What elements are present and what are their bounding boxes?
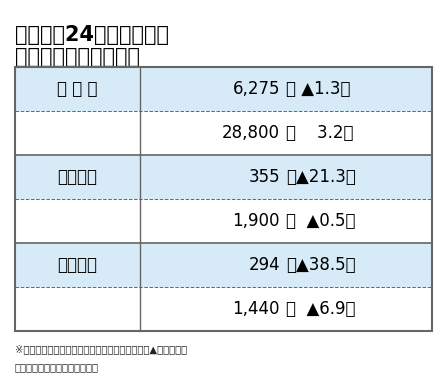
Text: （▲38.5）: （▲38.5） <box>286 256 356 274</box>
Text: 連結決算と通期見通し: 連結決算と通期見通し <box>15 47 139 67</box>
Bar <box>15 68 432 111</box>
Bar <box>15 155 432 200</box>
Text: （  ▲0.5）: （ ▲0.5） <box>286 212 356 230</box>
Text: 売 上 高: 売 上 高 <box>57 80 97 98</box>
Text: 294: 294 <box>249 256 280 274</box>
Text: 1,440: 1,440 <box>233 300 280 318</box>
Text: 三菱自の24年４～６月期: 三菱自の24年４～６月期 <box>15 25 169 45</box>
Text: 上段：実績、下段：通期予想: 上段：実績、下段：通期予想 <box>15 363 99 372</box>
Text: （    3.2）: （ 3.2） <box>286 124 353 142</box>
Text: 営業利益: 営業利益 <box>57 168 97 186</box>
Text: （▲21.3）: （▲21.3） <box>286 168 356 186</box>
Text: （  ▲6.9）: （ ▲6.9） <box>286 300 356 318</box>
Text: （ ▲1.3）: （ ▲1.3） <box>286 80 350 98</box>
Text: 6,275: 6,275 <box>233 80 280 98</box>
Bar <box>15 68 432 331</box>
Text: ※単位：億円、カッコ内は前年同期比増減率％、▲はマイナス: ※単位：億円、カッコ内は前年同期比増減率％、▲はマイナス <box>15 344 187 354</box>
Text: 28,800: 28,800 <box>222 124 280 142</box>
Text: 1,900: 1,900 <box>233 212 280 230</box>
Text: 当期利益: 当期利益 <box>57 256 97 274</box>
Bar <box>15 243 432 287</box>
Text: 355: 355 <box>249 168 280 186</box>
